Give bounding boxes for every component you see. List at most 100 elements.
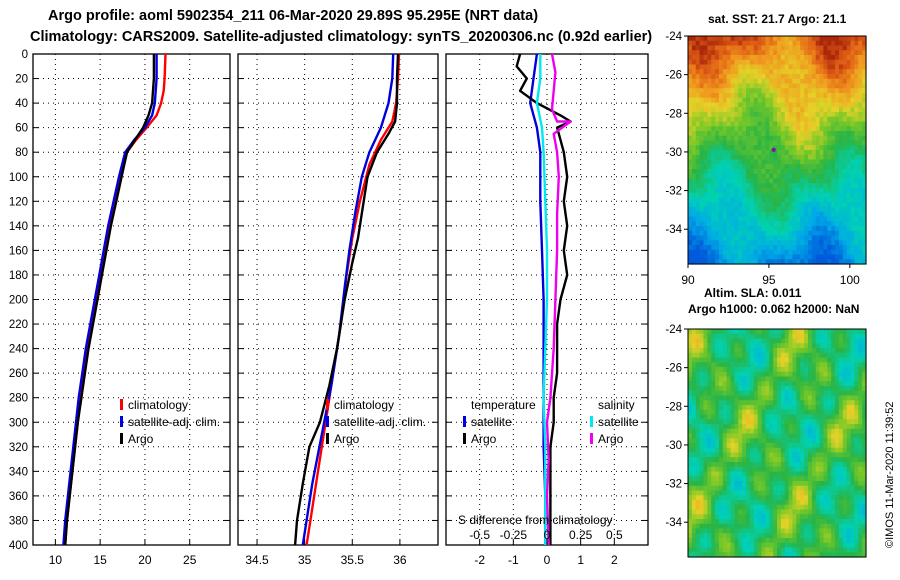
heatmap-cell bbox=[765, 131, 770, 137]
heatmap-cell bbox=[815, 183, 821, 189]
heatmap-cell bbox=[804, 490, 809, 496]
heatmap-cell bbox=[757, 40, 763, 47]
heatmap-cell bbox=[862, 164, 867, 170]
heatmap-cell bbox=[777, 121, 782, 127]
heatmap-cell bbox=[703, 343, 708, 349]
heatmap-cell bbox=[850, 64, 855, 70]
heatmap-cell bbox=[699, 528, 705, 534]
heatmap-cell bbox=[784, 140, 790, 146]
heatmap-cell bbox=[792, 192, 797, 199]
heatmap-cell bbox=[850, 357, 855, 363]
heatmap-cell bbox=[807, 419, 813, 425]
heatmap-cell bbox=[788, 348, 794, 354]
heatmap-cell bbox=[792, 552, 797, 558]
heatmap-cell bbox=[773, 547, 778, 553]
heatmap-cell bbox=[718, 150, 724, 156]
heatmap-cell bbox=[726, 259, 732, 265]
heatmap-cell bbox=[827, 45, 832, 51]
heatmap-cell bbox=[695, 45, 701, 51]
heatmap-cell bbox=[780, 64, 786, 70]
heatmap-cell bbox=[831, 40, 836, 47]
heatmap-cell bbox=[858, 348, 863, 354]
heatmap-cell bbox=[715, 504, 720, 511]
heatmap-cell bbox=[726, 438, 732, 444]
heatmap-cell bbox=[819, 59, 825, 66]
heatmap-cell bbox=[730, 221, 736, 227]
heatmap-cell bbox=[765, 329, 770, 335]
heatmap-cell bbox=[838, 509, 844, 515]
heatmap-cell bbox=[699, 485, 705, 492]
heatmap-cell bbox=[862, 102, 867, 108]
heatmap-cell bbox=[831, 500, 836, 506]
heatmap-cell bbox=[746, 476, 751, 482]
heatmap-cell bbox=[715, 466, 720, 473]
heatmap-cell bbox=[835, 88, 840, 94]
heatmap-cell bbox=[831, 135, 836, 142]
heatmap-cell bbox=[765, 254, 770, 260]
heatmap-cell bbox=[715, 178, 720, 184]
heatmap-cell bbox=[780, 338, 786, 344]
heatmap-cell bbox=[788, 50, 794, 56]
heatmap-cell bbox=[699, 88, 705, 94]
heatmap-cell bbox=[765, 466, 770, 473]
heatmap-cell bbox=[838, 367, 844, 373]
heatmap-cell bbox=[718, 547, 724, 553]
heatmap-cell bbox=[769, 173, 774, 180]
heatmap-cell bbox=[757, 216, 763, 222]
heatmap-cell bbox=[711, 400, 716, 406]
heatmap-cell bbox=[765, 547, 770, 553]
heatmap-cell bbox=[807, 329, 813, 335]
heatmap-cell bbox=[784, 357, 790, 363]
heatmap-cell bbox=[827, 405, 832, 411]
heatmap-cell bbox=[792, 438, 797, 444]
heatmap-cell bbox=[749, 333, 755, 340]
y-tick-label: 280 bbox=[9, 393, 28, 405]
heatmap-cell bbox=[730, 390, 736, 397]
heatmap-cell bbox=[788, 457, 794, 463]
heatmap-cell bbox=[711, 362, 716, 368]
heatmap-cell bbox=[846, 207, 852, 213]
heatmap-cell bbox=[718, 254, 724, 260]
heatmap-cell bbox=[796, 533, 801, 539]
heatmap-cell bbox=[742, 216, 747, 222]
heatmap-cell bbox=[804, 112, 809, 118]
heatmap-cell bbox=[796, 481, 801, 487]
heatmap-cell bbox=[707, 69, 712, 75]
heatmap-cell bbox=[804, 59, 809, 66]
heatmap-cell bbox=[765, 240, 770, 246]
heatmap-cell bbox=[815, 452, 821, 458]
heatmap-cell bbox=[784, 83, 790, 89]
heatmap-cell bbox=[695, 338, 701, 344]
heatmap-cell bbox=[846, 74, 852, 80]
heatmap-cell bbox=[761, 211, 766, 218]
series-line-argo bbox=[293, 53, 400, 546]
heatmap-cell bbox=[835, 405, 840, 411]
heatmap-cell bbox=[730, 59, 736, 66]
heatmap-cell bbox=[784, 211, 790, 218]
heatmap-cell bbox=[842, 202, 848, 208]
heatmap-cell bbox=[707, 83, 712, 89]
heatmap-cell bbox=[688, 523, 693, 530]
heatmap-cell bbox=[850, 552, 855, 558]
heatmap-cell bbox=[734, 249, 739, 256]
heatmap-cell bbox=[780, 50, 786, 56]
heatmap-cell bbox=[846, 178, 852, 184]
heatmap-cell bbox=[734, 504, 739, 511]
heatmap-cell bbox=[765, 371, 770, 378]
heatmap-cell bbox=[703, 523, 708, 530]
y-tick-label: 0 bbox=[22, 49, 28, 61]
heatmap-cell bbox=[858, 45, 863, 51]
heatmap-cell bbox=[765, 504, 770, 511]
heatmap-cell bbox=[695, 164, 701, 170]
heatmap-cell bbox=[835, 197, 840, 203]
heatmap-cell bbox=[761, 169, 766, 175]
heatmap-cell bbox=[722, 519, 728, 525]
heatmap-cell bbox=[746, 485, 751, 492]
heatmap-cell bbox=[819, 466, 825, 473]
heatmap-cell bbox=[788, 140, 794, 146]
heatmap-cell bbox=[711, 192, 716, 199]
heatmap-cell bbox=[858, 50, 863, 56]
heatmap-cell bbox=[854, 74, 859, 80]
heatmap-cell bbox=[854, 36, 859, 42]
heatmap-cell bbox=[846, 452, 852, 458]
